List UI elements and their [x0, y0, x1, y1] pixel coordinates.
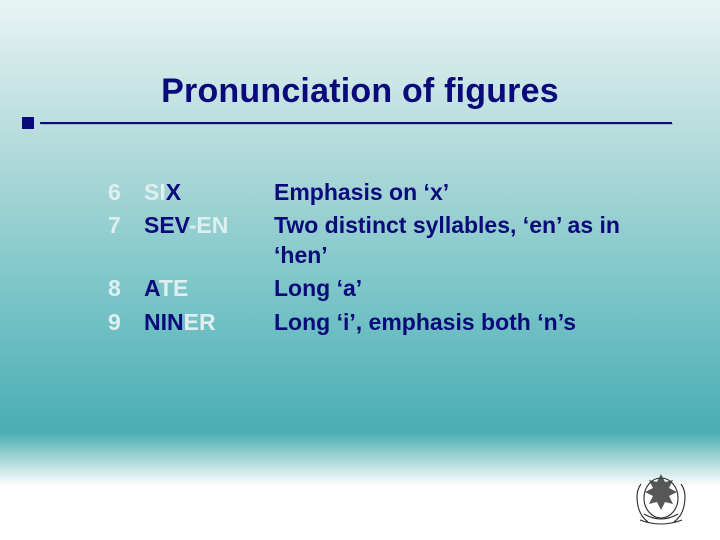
deemph-syllable: -EN [189, 212, 229, 238]
figure-number: 6 [108, 178, 144, 207]
pronunciation-note: Emphasis on ‘x’ [274, 178, 660, 207]
military-crest-icon [626, 460, 696, 526]
deemph-syllable: TE [159, 275, 188, 301]
pronunciation-note: Long ‘i’, emphasis both ‘n’s [274, 308, 660, 337]
desc-fragment: en [529, 212, 556, 238]
desc-fragment: ’ [356, 275, 362, 301]
desc-fragment: Long ‘ [274, 309, 343, 335]
table-row: 8ATELong ‘a’ [108, 274, 660, 303]
desc-fragment: Long ‘ [274, 275, 343, 301]
slide-title-wrap: Pronunciation of figures [0, 72, 720, 111]
table-row: 7SEV-ENTwo distinct syllables, ‘en’ as i… [108, 211, 660, 270]
figure-number: 8 [108, 274, 144, 303]
figure-number: 9 [108, 308, 144, 337]
desc-fragment: ’s [558, 309, 576, 335]
desc-fragment: Emphasis on ‘ [274, 179, 430, 205]
deemph-syllable: SI [144, 179, 166, 205]
table-row: 9NINERLong ‘i’, emphasis both ‘n’s [108, 308, 660, 337]
pronunciation-note: Long ‘a’ [274, 274, 660, 303]
emph-syllable: NIN [144, 309, 184, 335]
pronunciation-note: Two distinct syllables, ‘en’ as in ‘hen’ [274, 211, 660, 270]
desc-fragment: hen [280, 242, 321, 268]
phonetic-spelling: NINER [144, 308, 274, 337]
figure-number: 7 [108, 211, 144, 240]
emph-syllable: X [166, 179, 181, 205]
phonetic-spelling: SIX [144, 178, 274, 207]
desc-fragment: ’ [321, 242, 327, 268]
desc-fragment: a [343, 275, 356, 301]
deemph-syllable: ER [184, 309, 216, 335]
desc-fragment: ’ [443, 179, 449, 205]
emph-syllable: A [144, 275, 159, 301]
slide-title: Pronunciation of figures [161, 72, 559, 111]
phonetic-spelling: SEV-EN [144, 211, 274, 240]
emph-syllable: SEV [144, 212, 189, 238]
title-underline [40, 122, 672, 124]
desc-fragment: n [544, 309, 558, 335]
pronunciation-table: 6SIXEmphasis on ‘x’7SEV-ENTwo distinct s… [108, 178, 660, 341]
phonetic-spelling: ATE [144, 274, 274, 303]
desc-fragment: x [430, 179, 443, 205]
table-row: 6SIXEmphasis on ‘x’ [108, 178, 660, 207]
desc-fragment: Two distinct syllables, ‘ [274, 212, 529, 238]
desc-fragment: ’, emphasis both ‘ [349, 309, 543, 335]
